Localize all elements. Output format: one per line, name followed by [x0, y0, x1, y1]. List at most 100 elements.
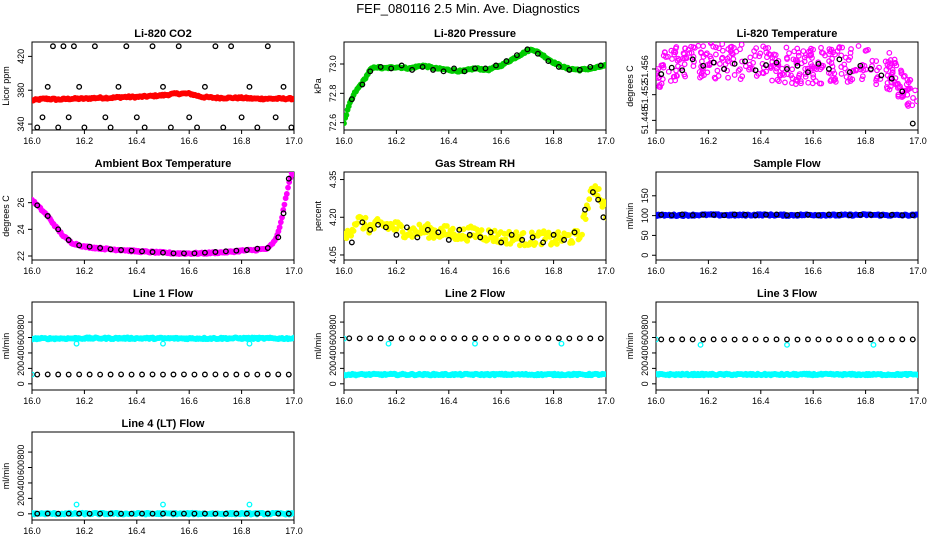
x-tick-label: 16.4: [128, 266, 146, 276]
x-tick-label: 16.6: [180, 266, 198, 276]
y-tick-label: 24: [16, 224, 26, 234]
panel-2: Li-820 Temperature degrees C 16.0 16.2 16.4 1…: [625, 28, 927, 146]
data-point: [656, 66, 662, 72]
data-point: [818, 44, 824, 51]
data-point: [377, 63, 384, 70]
data-point: [264, 371, 271, 378]
data-point: [440, 335, 447, 342]
data-point: [769, 77, 775, 84]
y-tick-label: 420: [16, 49, 26, 64]
data-point: [601, 201, 606, 208]
data-point: [731, 211, 738, 218]
data-point: [472, 340, 478, 347]
page-title: FEF_080116 2.5 Min. Ave. Diagnostics: [356, 1, 580, 16]
panel-title: Line 3 Flow: [757, 288, 817, 300]
x-tick-label: 17.0: [909, 136, 927, 146]
x-tick-label: 16.4: [440, 396, 458, 406]
x-tick-label: 16.8: [545, 136, 563, 146]
data-point: [595, 196, 602, 203]
data-point: [716, 61, 723, 67]
data-point: [264, 245, 271, 251]
data-point: [810, 64, 817, 71]
panel-3: Ambient Box Temperature degrees C 16.0 16.2…: [1, 158, 303, 276]
data-point: [893, 62, 900, 69]
data-point: [888, 60, 895, 67]
data-point: [882, 58, 889, 65]
data-point: [558, 340, 565, 347]
data-point: [707, 42, 714, 47]
data-point: [532, 240, 539, 246]
data-point: [805, 211, 811, 218]
series-0: [32, 172, 294, 257]
data-point: [898, 67, 904, 74]
data-point: [524, 46, 531, 53]
data-point: [194, 124, 201, 130]
data-point: [430, 335, 437, 342]
data-point: [857, 336, 864, 343]
series-1: [658, 211, 916, 219]
data-point: [55, 371, 62, 378]
data-point: [763, 336, 769, 343]
series-1: [34, 43, 294, 130]
data-point: [891, 56, 898, 63]
data-point: [784, 212, 790, 219]
data-point: [730, 56, 737, 62]
data-point: [280, 83, 287, 90]
data-point: [76, 510, 83, 517]
data-point: [128, 247, 135, 254]
data-point: [133, 114, 140, 121]
data-point: [838, 64, 845, 70]
data-point: [233, 247, 240, 254]
x-tick-label: 16.4: [128, 526, 146, 536]
data-point: [233, 371, 240, 378]
y-tick-label: 800: [640, 315, 650, 330]
panel-0: Li-820 CO2 Licor ppm 16.0 16.2 16.4 16.6 16.8 1…: [1, 28, 303, 146]
data-point: [191, 250, 198, 257]
data-point: [749, 66, 756, 72]
data-point: [784, 341, 790, 348]
data-point: [513, 335, 520, 342]
data-point: [555, 63, 562, 70]
data-point: [597, 62, 604, 69]
data-point: [784, 56, 790, 62]
data-point: [201, 371, 208, 378]
data-point: [97, 371, 104, 378]
data-point: [272, 114, 279, 121]
y-tick-label: 600: [640, 330, 650, 345]
data-point: [524, 335, 531, 342]
series-1: [32, 340, 253, 378]
data-point: [484, 236, 491, 243]
data-point: [498, 239, 505, 246]
data-point: [776, 78, 782, 85]
data-point: [34, 202, 41, 209]
data-point: [246, 501, 253, 508]
data-point: [160, 340, 166, 347]
data-point: [888, 336, 895, 343]
data-point: [855, 43, 862, 49]
data-point: [759, 69, 766, 76]
data-layer: [656, 42, 918, 127]
data-point: [878, 72, 885, 79]
data-point: [65, 371, 72, 378]
x-tick-label: 17.0: [285, 526, 303, 536]
series-1: [348, 189, 606, 246]
y-tick-label: 800: [16, 315, 26, 330]
series-0: [344, 370, 606, 379]
data-point: [746, 61, 753, 68]
data-point: [782, 79, 788, 86]
data-point: [181, 510, 187, 517]
data-point: [34, 510, 41, 517]
data-point: [892, 75, 899, 82]
data-point: [367, 226, 374, 233]
data-layer: [656, 211, 918, 219]
series-2: [34, 371, 292, 378]
data-point: [899, 212, 906, 219]
data-point: [65, 237, 72, 243]
data-point: [912, 87, 918, 94]
data-point: [914, 98, 918, 105]
x-tick-label: 17.0: [909, 396, 927, 406]
data-point: [703, 51, 709, 58]
data-point: [561, 236, 568, 243]
x-tick-label: 16.4: [128, 136, 146, 146]
data-point: [139, 510, 145, 517]
